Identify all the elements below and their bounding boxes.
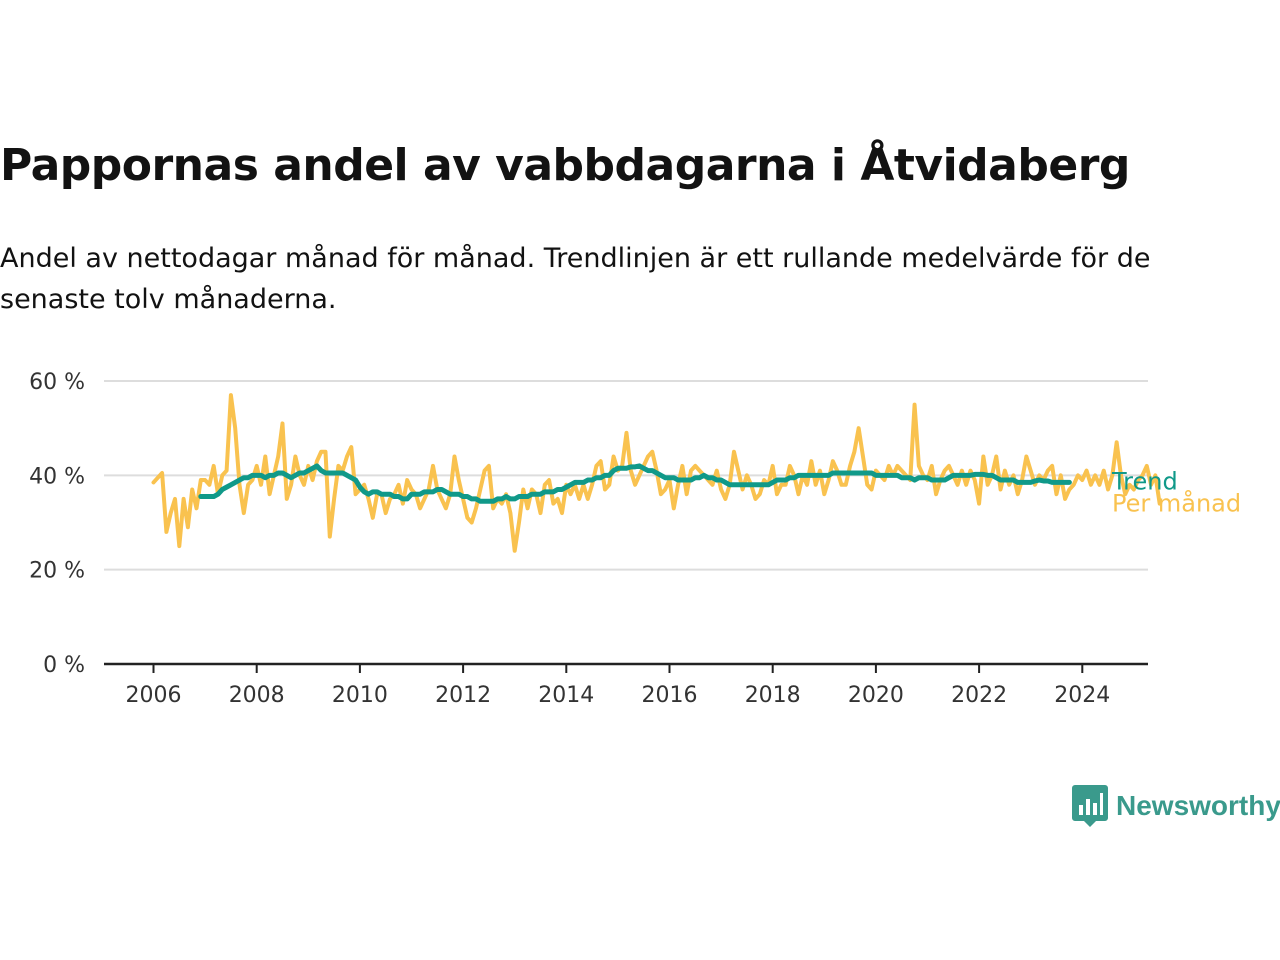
y-tick-label-40: 40 % [29, 464, 85, 489]
y-axis-tick-labels: 0 % 20 % 40 % 60 % [29, 370, 85, 678]
y-tick-label-20: 20 % [29, 559, 85, 584]
trend-line [198, 463, 1072, 504]
newsworthy-logo: Newsworthy [1072, 784, 1280, 828]
x-tick-label-2010: 2010 [332, 683, 388, 708]
x-tick-label-2008: 2008 [229, 683, 285, 708]
gridlines [104, 380, 1148, 666]
chart-title: Pappornas andel av vabbdagarna i Åtvidab… [0, 140, 1130, 191]
series-lines [151, 393, 1162, 553]
y-tick-label-0: 0 % [43, 653, 85, 678]
x-tick-label-2014: 2014 [538, 683, 594, 708]
y-tick-label-60: 60 % [29, 370, 85, 395]
x-tick-label-2022: 2022 [951, 683, 1007, 708]
x-axis-ticks: 2006 2008 2010 2012 2014 2016 2018 2020 2022 2024 [126, 664, 1110, 708]
monthly-series-label: Per månad [1112, 488, 1241, 517]
x-tick-label-2024: 2024 [1054, 683, 1110, 708]
trend-series-label: Trend [1111, 467, 1178, 495]
x-tick-label-2018: 2018 [745, 683, 801, 708]
bar-chart-speech-bubble-icon [1072, 785, 1108, 827]
x-tick-label-2012: 2012 [435, 683, 491, 708]
x-tick-label-2006: 2006 [126, 683, 182, 708]
x-tick-label-2020: 2020 [848, 683, 904, 708]
chart-subtitle: Andel av nettodagar månad för månad. Tre… [0, 243, 1151, 315]
x-tick-label-2016: 2016 [642, 683, 698, 708]
brand-name: Newsworthy [1116, 790, 1280, 821]
